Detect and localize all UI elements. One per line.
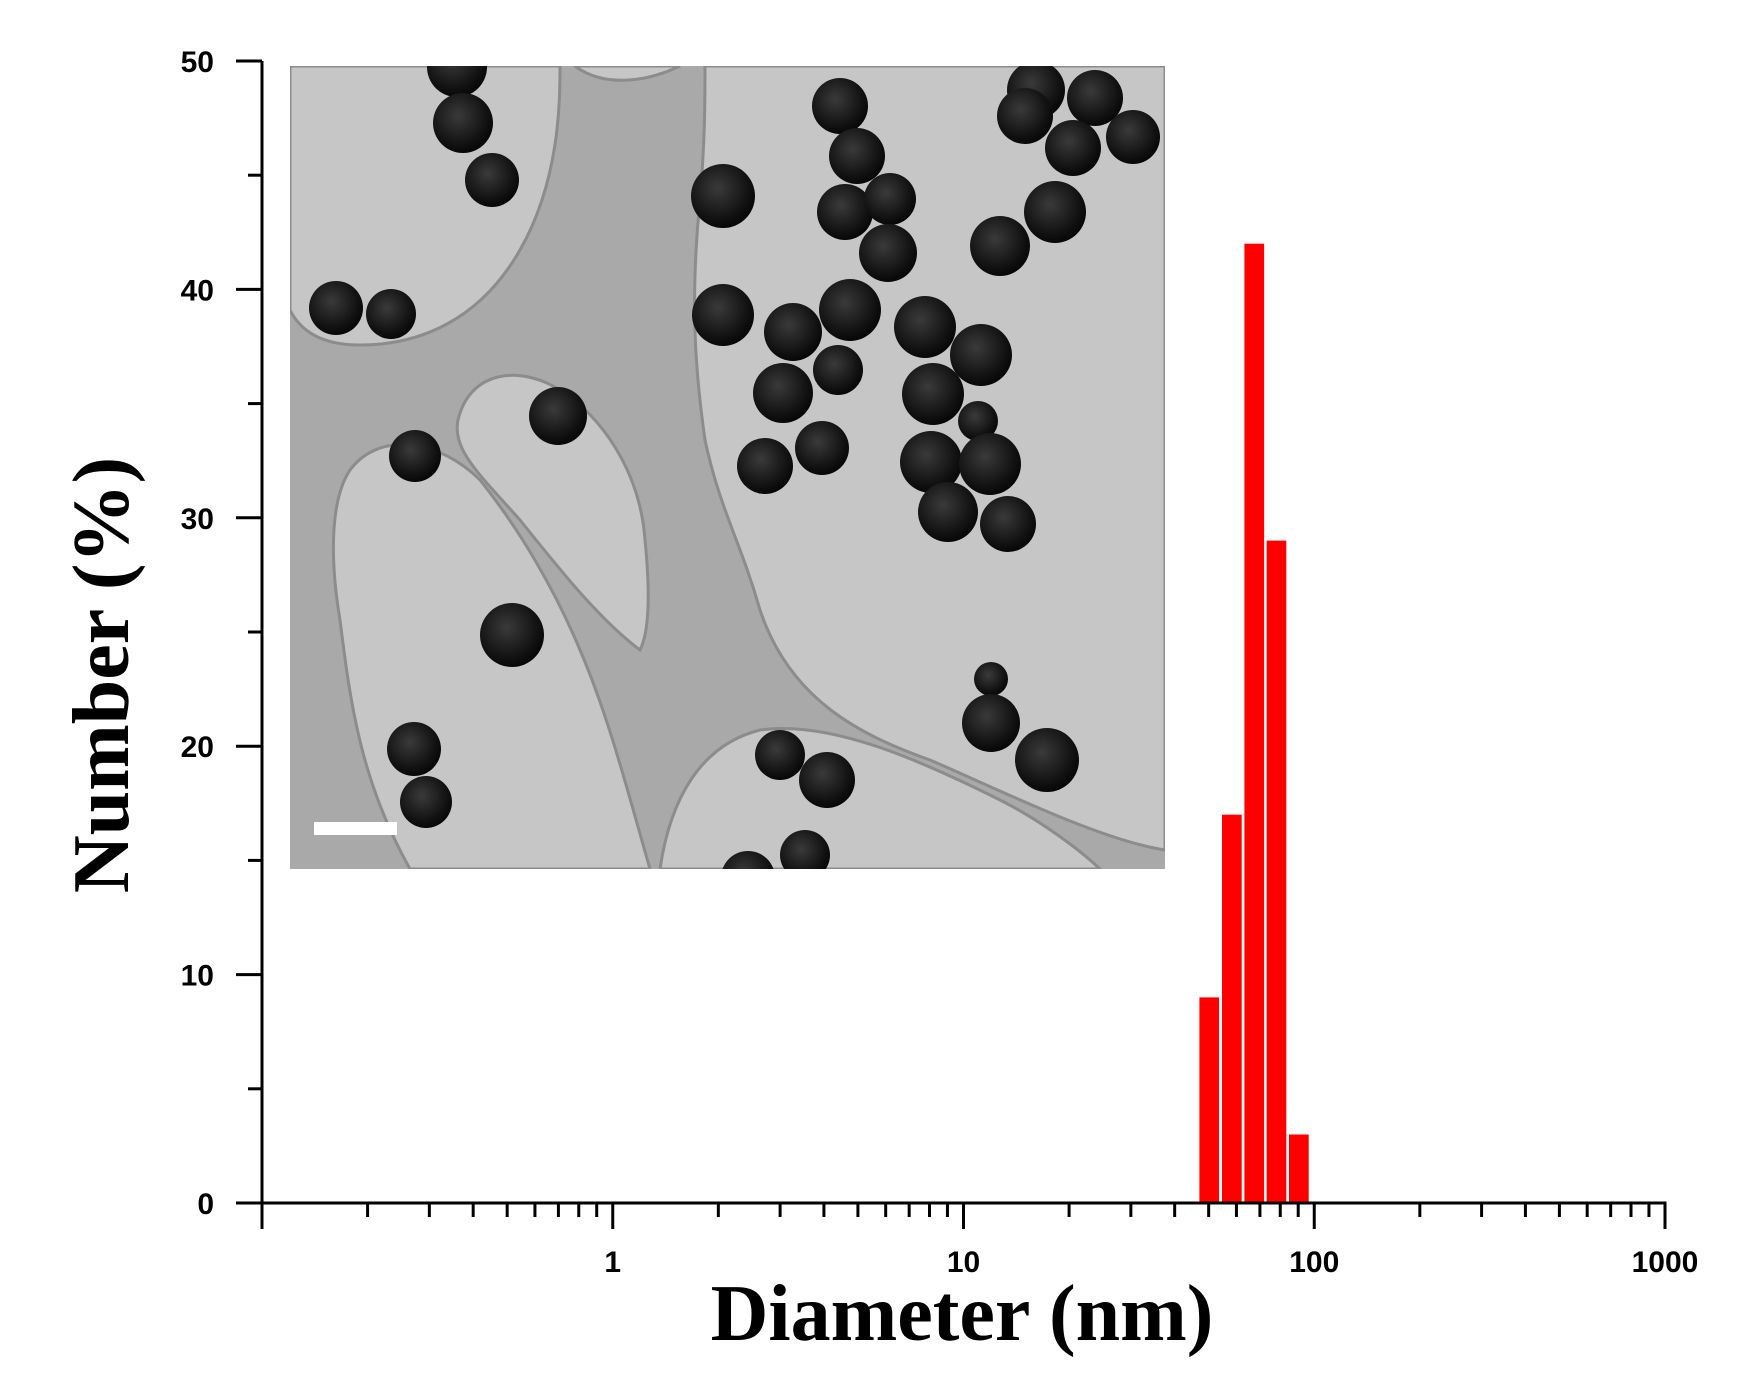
tem-particle xyxy=(864,173,916,225)
tem-particle xyxy=(387,722,441,776)
tem-particle xyxy=(900,431,962,493)
x-tick-label: 1 xyxy=(604,1246,621,1279)
tem-particle xyxy=(753,363,813,423)
tem-particle xyxy=(764,303,822,361)
tem-particle xyxy=(480,603,544,667)
scale-bar xyxy=(314,822,397,835)
tem-particle xyxy=(389,430,441,482)
bar-4 xyxy=(1266,540,1287,1203)
tem-particle xyxy=(722,851,774,869)
tem-particle xyxy=(529,387,587,445)
y-tick-label: 30 xyxy=(181,503,214,536)
y-tick-label: 40 xyxy=(181,274,214,307)
tem-particle xyxy=(950,324,1012,386)
tem-inset-image xyxy=(290,66,1165,869)
tem-hole xyxy=(455,373,650,653)
y-tick-label: 0 xyxy=(197,1188,214,1221)
tem-particle xyxy=(366,289,416,339)
tem-particle xyxy=(1015,728,1079,792)
tem-particle xyxy=(902,363,964,425)
tem-particle xyxy=(780,830,830,869)
tem-particle xyxy=(894,296,956,358)
tem-particle xyxy=(1106,110,1160,164)
tem-hole xyxy=(290,66,562,347)
bar-5 xyxy=(1289,1134,1309,1203)
tem-particle xyxy=(737,438,793,494)
tem-particle xyxy=(1024,181,1086,243)
x-tick-label: 10 xyxy=(947,1246,980,1279)
tem-particle xyxy=(819,279,881,341)
tem-particle xyxy=(427,66,487,97)
bar-3 xyxy=(1244,243,1265,1203)
tem-particle xyxy=(400,776,452,828)
tem-particle xyxy=(829,128,885,184)
tem-particle xyxy=(692,284,754,346)
tem-particle xyxy=(859,224,917,282)
tem-particle xyxy=(812,78,868,134)
tem-particle xyxy=(309,281,363,335)
tem-particle xyxy=(918,482,978,542)
tem-particle xyxy=(755,730,805,780)
tem-particle xyxy=(974,662,1008,696)
x-tick-label: 100 xyxy=(1289,1246,1339,1279)
tem-particle xyxy=(980,496,1036,552)
tem-particle xyxy=(958,401,998,441)
tem-particle xyxy=(962,694,1020,752)
tem-particle xyxy=(1045,120,1101,176)
tem-particle xyxy=(433,93,493,153)
bar-2 xyxy=(1222,814,1242,1203)
tem-particle xyxy=(465,153,519,207)
tem-particle xyxy=(1067,70,1123,126)
y-tick-label: 50 xyxy=(181,46,214,79)
y-tick-label: 10 xyxy=(181,960,214,993)
tem-particle xyxy=(817,184,873,240)
bar-1 xyxy=(1199,997,1220,1203)
x-axis-title: Diameter (nm) xyxy=(711,1270,1214,1358)
ticks xyxy=(236,59,1667,1229)
tem-particle xyxy=(795,421,849,475)
tem-particle xyxy=(799,752,855,808)
bar-series xyxy=(1199,243,1309,1203)
tem-hole xyxy=(572,66,681,82)
tem-particle xyxy=(997,88,1053,144)
y-axis-title: Number (%) xyxy=(58,457,146,893)
x-tick-label: 1000 xyxy=(1632,1246,1699,1279)
tick-labels: 0 10 20 30 40 50 1 10 100 1000 xyxy=(181,46,1699,1279)
tem-particle xyxy=(691,164,755,228)
tem-particle xyxy=(959,433,1021,495)
tem-particle xyxy=(813,345,863,395)
y-tick-label: 20 xyxy=(181,731,214,764)
tem-image-content xyxy=(290,66,1165,869)
tem-particle xyxy=(970,216,1030,276)
